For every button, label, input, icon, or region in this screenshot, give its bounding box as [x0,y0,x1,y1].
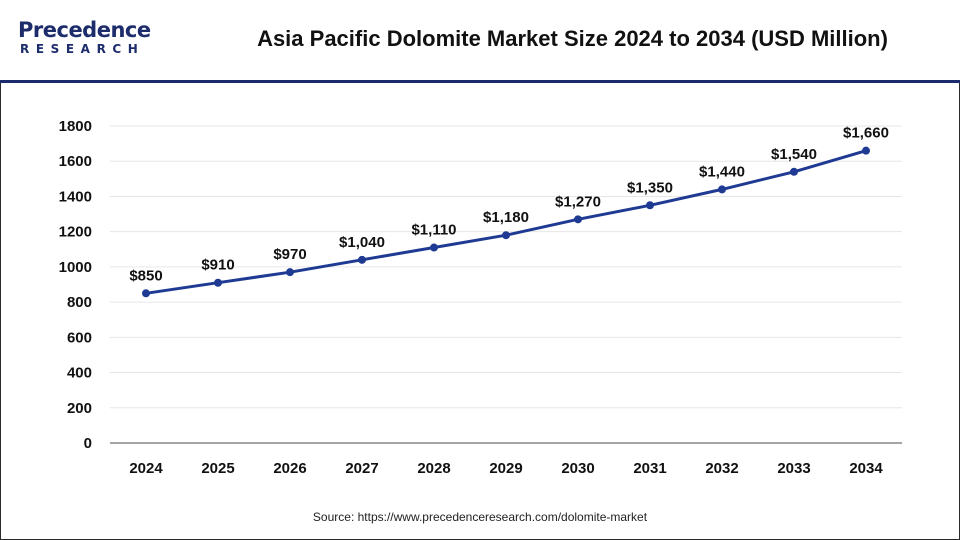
data-point [142,289,150,298]
chart-title: Asia Pacific Dolomite Market Size 2024 t… [257,26,888,51]
y-tick-label: 1600 [59,153,92,170]
x-tick-label: 2034 [849,460,883,477]
data-label: $970 [273,246,306,263]
y-tick-label: 1000 [59,259,92,276]
x-tick-label: 2026 [273,460,306,477]
y-tick-label: 200 [67,400,92,417]
line-chart: 0 200 400 600 800 1000 1200 1400 1600 1800 2024 202… [59,118,902,477]
data-label: $1,660 [843,125,889,142]
x-tick-label: 2027 [345,460,378,477]
logo-subtitle: RESEARCH [20,42,145,56]
data-point [502,231,510,240]
data-label: $910 [201,257,234,274]
data-point [286,268,294,277]
y-tick-label: 1800 [59,118,92,135]
data-label: $1,350 [627,179,673,196]
logo-wordmark: Precedence [18,18,151,42]
x-tick-label: 2030 [561,460,594,477]
data-label: $1,440 [699,163,745,180]
y-tick-label: 1400 [59,188,92,205]
data-label: $1,270 [555,193,601,210]
x-tick-label: 2029 [489,460,522,477]
data-point [214,278,222,287]
data-point [790,167,798,176]
x-tick-label: 2031 [633,460,666,477]
data-label: $1,180 [483,209,529,226]
x-tick-label: 2033 [777,460,810,477]
y-tick-label: 400 [67,365,92,382]
y-tick-label: 1200 [59,224,92,241]
y-tick-label: 0 [84,435,92,452]
brand-logo: Precedence RESEARCH [18,18,168,64]
data-point [358,255,366,264]
x-tick-label: 2032 [705,460,738,477]
x-tick-label: 2024 [129,460,163,477]
data-point [574,215,582,224]
data-label: $1,540 [771,146,817,163]
data-label: $1,110 [411,222,456,239]
header: Precedence RESEARCH Asia Pacific Dolomit… [0,0,960,83]
data-point [646,201,654,210]
y-tick-label: 800 [67,294,92,311]
source-note: Source: https://www.precedenceresearch.c… [312,510,648,524]
data-point [718,185,726,194]
x-tick-label: 2025 [201,460,234,477]
data-label: $850 [129,267,162,284]
y-tick-label: 600 [67,329,92,346]
x-tick-label: 2028 [417,460,450,477]
data-point [862,146,870,155]
data-point [430,243,438,252]
data-label: $1,040 [339,234,385,251]
